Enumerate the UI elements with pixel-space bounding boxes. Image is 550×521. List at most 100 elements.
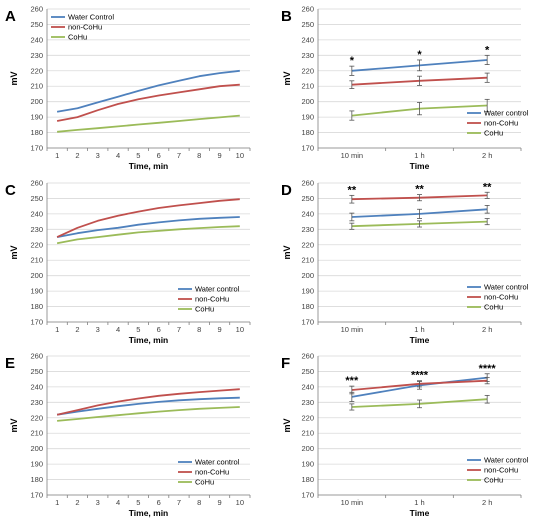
- x-tick-label: 3: [96, 325, 100, 334]
- y-tick-label: 220: [30, 240, 43, 249]
- legend-label: Water control: [484, 283, 529, 292]
- x-tick-label: 10 min: [341, 325, 364, 334]
- y-tick-label: 180: [301, 475, 314, 484]
- y-tick-label: 220: [301, 66, 314, 75]
- x-tick-label: 5: [136, 498, 140, 507]
- x-tick-label: 1 h: [414, 498, 424, 507]
- y-tick-label: 190: [30, 287, 43, 296]
- y-tick-label: 230: [30, 225, 43, 234]
- legend-label: CoHu: [68, 33, 87, 42]
- x-tick-label: 6: [157, 498, 161, 507]
- x-tick-label: 5: [136, 151, 140, 160]
- x-tick-label: 10 min: [341, 498, 364, 507]
- x-axis-title: Time, min: [129, 508, 169, 518]
- y-tick-label: 240: [30, 35, 43, 44]
- y-axis-title: mV: [282, 245, 292, 259]
- x-tick-label: 1 h: [414, 325, 424, 334]
- chart-a: A 170 180 190 200 210 220 230 240 250 260 1 2 3 4 5 6 7 8 9…: [0, 0, 275, 174]
- y-tick-label: 210: [301, 429, 314, 438]
- legend-label: non-CoHu: [68, 23, 102, 32]
- legend-label: Water control: [195, 458, 240, 467]
- panel-b: B 170 180 190 200 210 220 230 240 250 260 10 min 1 h…: [275, 0, 550, 174]
- y-tick-label: 210: [30, 429, 43, 438]
- legend-label: CoHu: [484, 129, 503, 138]
- x-tick-label: 2 h: [482, 498, 492, 507]
- y-tick-label: 240: [301, 382, 314, 391]
- y-tick-label: 230: [30, 51, 43, 60]
- y-tick-label: 250: [301, 194, 314, 203]
- panel-label: D: [281, 182, 292, 199]
- chart-d: D 170 180 190 200 210 220 230 240 250 260 10 min 1 h…: [275, 174, 550, 348]
- y-tick-label: 250: [30, 20, 43, 29]
- y-tick-label: 210: [30, 256, 43, 265]
- y-tick-label: 200: [30, 444, 43, 453]
- x-tick-label: 9: [217, 325, 221, 334]
- series-line: [57, 71, 240, 112]
- y-tick-label: 170: [30, 491, 43, 500]
- x-axis-title: Time, min: [129, 161, 169, 171]
- x-tick-label: 6: [157, 325, 161, 334]
- x-tick-label: 2: [75, 151, 79, 160]
- y-tick-label: 200: [30, 97, 43, 106]
- x-tick-label: 8: [197, 498, 201, 507]
- x-tick-label: 2: [75, 325, 79, 334]
- panel-c: C 170 180 190 200 210 220 230 240 250 260 1 2 3 4 5 6 7 8 9…: [0, 174, 275, 348]
- y-tick-label: 240: [301, 35, 314, 44]
- y-tick-label: 170: [30, 144, 43, 153]
- x-tick-label: 10: [236, 498, 244, 507]
- y-tick-label: 200: [301, 97, 314, 106]
- y-tick-label: 180: [30, 128, 43, 137]
- panel-label: B: [281, 8, 292, 25]
- y-axis-title: mV: [9, 71, 19, 85]
- y-tick-label: 190: [30, 460, 43, 469]
- y-tick-label: 180: [301, 128, 314, 137]
- x-tick-label: 4: [116, 151, 120, 160]
- y-tick-label: 240: [30, 209, 43, 218]
- panel-label: E: [5, 355, 15, 372]
- y-tick-label: 250: [301, 367, 314, 376]
- x-tick-label: 3: [96, 498, 100, 507]
- x-axis-title: Time, min: [129, 335, 169, 345]
- x-tick-label: 3: [96, 151, 100, 160]
- panel-f: F 170 180 190 200 210 220 230 240 250 260 10 min 1 h…: [275, 347, 550, 521]
- legend-label: Water control: [484, 109, 529, 118]
- y-tick-label: 230: [301, 225, 314, 234]
- x-tick-label: 2 h: [482, 325, 492, 334]
- panel-label: F: [281, 355, 290, 372]
- legend-label: Water control: [195, 285, 240, 294]
- x-tick-label: 1: [55, 325, 59, 334]
- chart-f: F 170 180 190 200 210 220 230 240 250 260 10 min 1 h…: [275, 347, 550, 521]
- y-tick-label: 240: [30, 382, 43, 391]
- x-tick-label: 2 h: [482, 151, 492, 160]
- x-tick-label: 8: [197, 151, 201, 160]
- y-tick-label: 170: [301, 491, 314, 500]
- y-tick-label: 260: [301, 179, 314, 188]
- significance-label: *: [485, 44, 490, 56]
- x-tick-label: 4: [116, 498, 120, 507]
- y-tick-label: 200: [301, 271, 314, 280]
- y-tick-label: 190: [301, 287, 314, 296]
- y-tick-label: 260: [30, 179, 43, 188]
- y-tick-label: 260: [30, 352, 43, 361]
- y-tick-label: 260: [301, 352, 314, 361]
- legend-label: non-CoHu: [484, 466, 518, 475]
- y-tick-label: 230: [301, 51, 314, 60]
- legend-label: non-CoHu: [484, 119, 518, 128]
- significance-label: **: [348, 184, 357, 196]
- y-tick-label: 190: [30, 113, 43, 122]
- x-tick-label: 9: [217, 498, 221, 507]
- y-tick-label: 170: [301, 318, 314, 327]
- y-tick-label: 260: [301, 5, 314, 14]
- x-tick-label: 8: [197, 325, 201, 334]
- series-line: [57, 85, 240, 121]
- y-tick-label: 260: [30, 5, 43, 14]
- panel-a: A 170 180 190 200 210 220 230 240 250 260 1 2 3 4 5 6 7 8 9…: [0, 0, 275, 174]
- x-axis-title: Time: [410, 508, 430, 518]
- significance-label: **: [483, 181, 492, 193]
- y-tick-label: 180: [301, 302, 314, 311]
- y-tick-label: 200: [30, 271, 43, 280]
- significance-label: ****: [411, 370, 429, 382]
- y-tick-label: 220: [30, 66, 43, 75]
- series-line: [57, 226, 240, 243]
